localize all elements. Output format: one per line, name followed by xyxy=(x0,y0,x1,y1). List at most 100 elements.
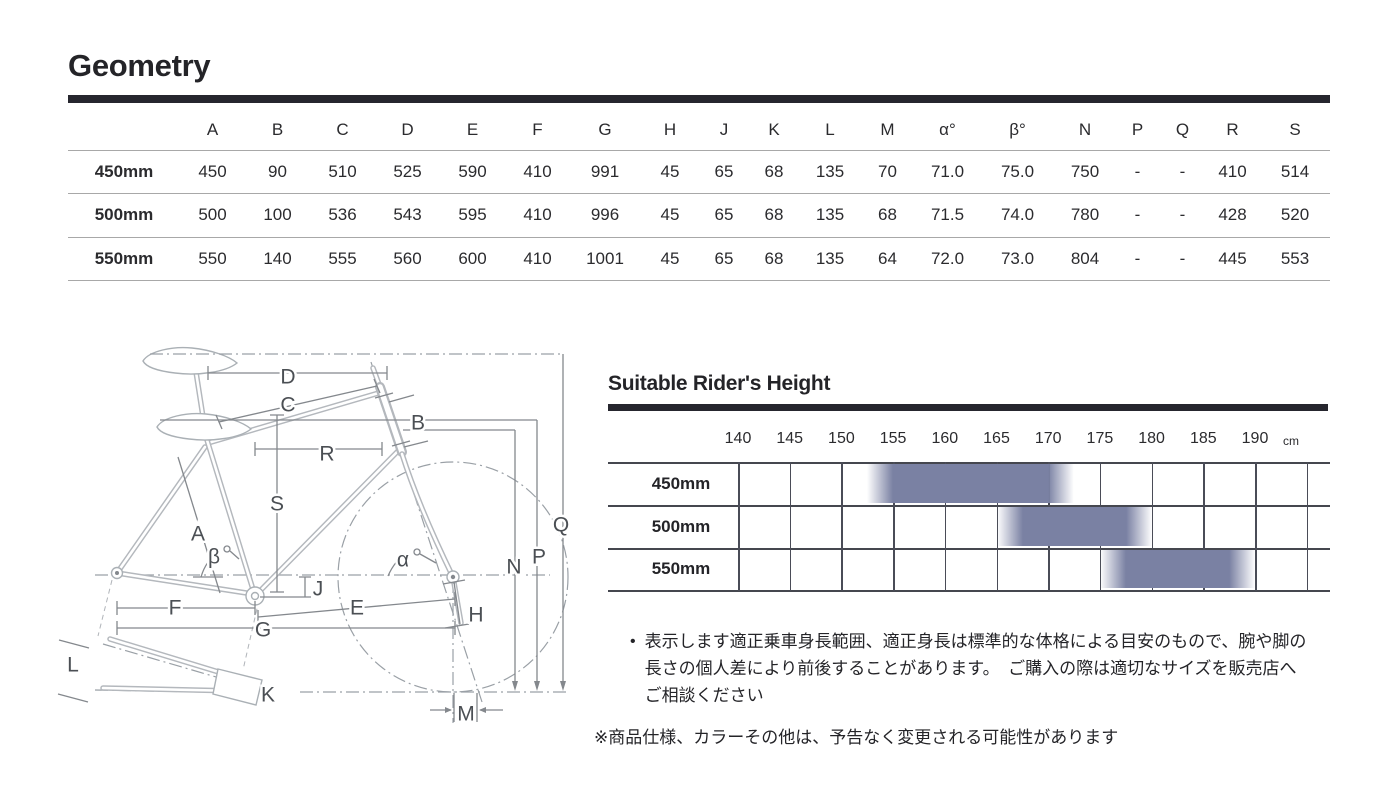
geometry-value-cell: 68 xyxy=(748,237,800,281)
geometry-col-header: E xyxy=(440,110,505,151)
geometry-col-header: G xyxy=(570,110,640,151)
geometry-col-header: K xyxy=(748,110,800,151)
geometry-col-header: M xyxy=(860,110,915,151)
chart-size-label: 500mm xyxy=(651,516,711,536)
geometry-value-cell: 64 xyxy=(860,237,915,281)
geometry-size-row: 500mm 500 100 536 543 595 410 996 45 65 68 135 68 71.… xyxy=(68,193,1330,238)
dim-Q-line xyxy=(150,353,566,691)
geometry-value-cell: 410 xyxy=(505,237,570,281)
chart-horizontal-gridline xyxy=(608,548,1330,550)
geometry-value-cell: 72.0 xyxy=(915,237,980,281)
headset-spacer-line-2 xyxy=(391,440,411,447)
geometry-value-cell: 780 xyxy=(1055,193,1115,238)
height-chart-title-rule xyxy=(608,404,1328,411)
geometry-row-label: 550mm xyxy=(68,237,180,281)
geometry-value-cell: 525 xyxy=(375,150,440,194)
diagram-label-l: L xyxy=(67,654,79,677)
geometry-value-cell: 595 xyxy=(440,193,505,238)
chart-vertical-gridline xyxy=(738,462,740,591)
dim-J-line xyxy=(260,576,311,598)
dim-P-line xyxy=(160,419,540,691)
geometry-value-cell: 410 xyxy=(1205,150,1260,194)
geometry-value-cell: 68 xyxy=(748,193,800,238)
geometry-col-header-blank xyxy=(68,110,180,151)
chart-vertical-gridline xyxy=(1306,462,1309,591)
geometry-value-cell: 450 xyxy=(180,150,245,194)
diagram-label-b: B xyxy=(411,412,425,435)
height-axis-tick: 180 xyxy=(1138,430,1165,447)
geometry-value-cell: 65 xyxy=(700,150,748,194)
height-range-bar xyxy=(867,464,1075,503)
chart-vertical-gridline xyxy=(1203,462,1205,591)
geometry-col-header: R xyxy=(1205,110,1260,151)
geometry-value-cell: 520 xyxy=(1260,193,1330,238)
diagram-label-m: M xyxy=(457,703,475,726)
diagram-label-beta: β xyxy=(208,546,220,569)
geometry-value-cell: 135 xyxy=(800,193,860,238)
dim-A-line xyxy=(177,456,221,594)
geometry-col-header: N xyxy=(1055,110,1115,151)
dim-L-line xyxy=(57,639,90,703)
geometry-value-cell: 73.0 xyxy=(980,237,1055,281)
geometry-value-cell: 996 xyxy=(570,193,640,238)
projection-line-right xyxy=(242,599,260,671)
geometry-value-cell: 90 xyxy=(245,150,310,194)
geometry-value-cell: 514 xyxy=(1260,150,1330,194)
geometry-value-cell: 804 xyxy=(1055,237,1115,281)
geometry-value-cell: 590 xyxy=(440,150,505,194)
saddle-upper xyxy=(142,346,239,375)
geometry-col-header: P xyxy=(1115,110,1160,151)
diagram-label-h: H xyxy=(468,604,483,627)
geometry-value-cell: 71.5 xyxy=(915,193,980,238)
chart-vertical-gridline xyxy=(1255,462,1257,591)
height-axis-tick: 140 xyxy=(724,430,752,447)
geometry-value-cell: 500 xyxy=(180,193,245,238)
geometry-value-cell: 750 xyxy=(1055,150,1115,194)
diagram-label-r: R xyxy=(319,443,334,466)
pedal-block xyxy=(212,668,263,706)
chart-vertical-gridline xyxy=(944,462,947,591)
geometry-value-cell: - xyxy=(1115,150,1160,194)
fit-note-text: 表示します適正乗車身長範囲、適正身長は標準的な体格による目安のもので、腕や脚の長… xyxy=(644,632,1307,705)
height-axis-tick: 155 xyxy=(879,430,907,447)
height-axis-unit-label: cm xyxy=(1283,434,1299,448)
geometry-value-cell: 68 xyxy=(748,150,800,194)
geometry-col-header: S xyxy=(1260,110,1330,151)
geometry-size-row: 450mm 450 90 510 525 590 410 991 45 65 68 135 70 71.0… xyxy=(68,150,1330,194)
geometry-value-cell: 600 xyxy=(440,237,505,281)
geometry-value-cell: 1001 xyxy=(570,237,640,281)
dim-F-line xyxy=(116,601,256,615)
diagram-label-g: G xyxy=(255,619,271,642)
geometry-value-cell: 65 xyxy=(700,193,748,238)
height-chart: 140 145 150 155 160 165 170 175 180 185 190 cm 450mm… xyxy=(608,420,1330,592)
height-axis-tick: 165 xyxy=(983,430,1010,447)
diagram-label-d: D xyxy=(280,366,295,389)
dim-alpha-angle xyxy=(387,548,437,577)
geometry-value-cell: - xyxy=(1160,150,1205,194)
geometry-value-cell: 543 xyxy=(375,193,440,238)
geometry-size-row: 550mm 550 140 555 560 600 410 1001 45 65 68 135 64 72… xyxy=(68,237,1330,281)
geometry-table-body: 450mm 450 90 510 525 590 410 991 45 65 68 135 70 71.0… xyxy=(68,150,1330,281)
diagram-label-f: F xyxy=(169,597,182,620)
geometry-value-cell: 65 xyxy=(700,237,748,281)
height-axis-tick: 190 xyxy=(1241,430,1269,447)
projection-line-left xyxy=(97,579,113,637)
diagram-label-n: N xyxy=(506,556,521,579)
height-range-bar xyxy=(996,507,1152,546)
dim-E-line xyxy=(257,592,456,624)
height-axis-tick: 160 xyxy=(931,430,959,447)
geometry-value-cell: 410 xyxy=(505,193,570,238)
geometry-col-header: β° xyxy=(980,110,1055,151)
diagram-label-j: J xyxy=(313,578,324,601)
geometry-value-cell: 74.0 xyxy=(980,193,1055,238)
height-axis-tick: 150 xyxy=(828,430,855,447)
geometry-col-header: C xyxy=(310,110,375,151)
diagram-label-e: E xyxy=(350,597,364,620)
geometry-value-cell: 135 xyxy=(800,237,860,281)
geometry-value-cell: - xyxy=(1160,193,1205,238)
geometry-col-header: H xyxy=(640,110,700,151)
geometry-value-cell: 560 xyxy=(375,237,440,281)
height-axis-tick: 185 xyxy=(1189,430,1217,447)
geometry-value-cell: 555 xyxy=(310,237,375,281)
